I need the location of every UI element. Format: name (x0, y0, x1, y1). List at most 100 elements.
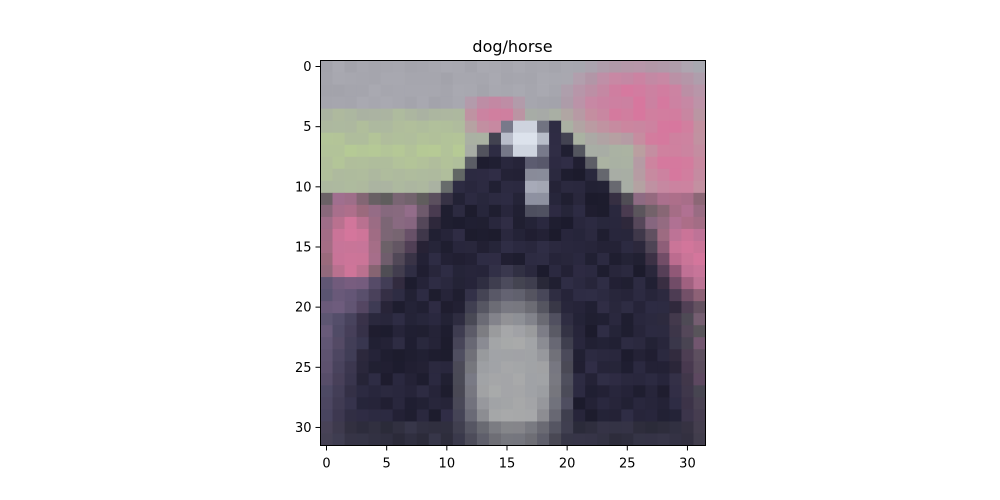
image-pixel (513, 325, 526, 338)
image-pixel (681, 216, 694, 230)
image-pixel (573, 277, 586, 290)
image-pixel (404, 96, 418, 110)
image-pixel (573, 96, 586, 110)
image-pixel (657, 337, 670, 350)
image-pixel (368, 96, 382, 110)
image-pixel (693, 84, 706, 97)
image-pixel (500, 433, 514, 446)
image-pixel (513, 60, 526, 73)
image-pixel (561, 409, 574, 422)
image-pixel (621, 313, 634, 326)
image-pixel (392, 433, 406, 446)
image-pixel (573, 289, 586, 302)
image-pixel (549, 265, 562, 278)
image-pixel (609, 168, 622, 182)
image-pixel (320, 240, 333, 254)
image-pixel (561, 349, 574, 362)
image-pixel (416, 216, 430, 230)
image-pixel (585, 349, 598, 362)
image-pixel (561, 192, 574, 206)
image-pixel (693, 216, 706, 230)
image-pixel (561, 180, 574, 194)
image-pixel (657, 240, 670, 254)
image-pixel (320, 409, 333, 422)
image-pixel (392, 180, 406, 194)
image-pixel (428, 168, 442, 182)
x-tick-label: 15 (499, 457, 516, 472)
image-pixel (404, 156, 418, 170)
image-pixel (537, 313, 550, 326)
image-pixel (645, 337, 658, 350)
image-pixel (573, 240, 586, 254)
image-pixel (609, 325, 622, 338)
image-pixel (476, 228, 490, 242)
image-pixel (488, 240, 502, 254)
image-pixel (561, 228, 574, 242)
image-pixel (681, 373, 694, 386)
image-pixel (416, 84, 430, 97)
image-pixel (428, 349, 442, 362)
image-pixel (488, 325, 502, 338)
image-pixel (561, 156, 574, 170)
image-pixel (320, 156, 333, 170)
image-pixel (392, 373, 406, 386)
image-pixel (585, 313, 598, 326)
image-pixel (476, 349, 490, 362)
image-pixel (681, 108, 694, 122)
image-pixel (332, 84, 345, 97)
image-pixel (452, 168, 466, 182)
image-pixel (344, 240, 357, 254)
image-pixel (344, 385, 357, 398)
image-pixel (356, 132, 370, 146)
image-pixel (428, 265, 442, 278)
x-tick-label: 25 (619, 457, 636, 472)
image-pixel (621, 421, 634, 434)
image-pixel (356, 397, 370, 410)
image-pixel (356, 72, 370, 85)
image-pixel (392, 120, 406, 134)
x-tick-label: 0 (322, 457, 330, 472)
image-pixel (693, 265, 706, 278)
image-pixel (633, 373, 646, 386)
image-pixel (621, 216, 634, 230)
image-pixel (537, 120, 550, 134)
image-pixel (525, 433, 538, 446)
image-pixel (621, 240, 634, 254)
image-pixel (549, 228, 562, 242)
image-pixel (681, 385, 694, 398)
image-pixel (561, 301, 574, 314)
image-pixel (404, 192, 418, 206)
image-pixel (549, 204, 562, 218)
image-pixel (597, 72, 610, 85)
image-pixel (669, 361, 682, 374)
image-pixel (344, 96, 357, 110)
image-pixel (416, 337, 430, 350)
image-pixel (500, 409, 514, 422)
image-pixel (464, 60, 478, 73)
image-pixel (500, 240, 514, 254)
image-pixel (609, 277, 622, 290)
image-pixel (585, 433, 598, 446)
image-pixel (693, 180, 706, 194)
image-pixel (344, 108, 357, 122)
image-pixel (537, 240, 550, 254)
image-pixel (356, 144, 370, 158)
image-pixel (488, 289, 502, 302)
image-pixel (513, 301, 526, 314)
image-pixel (452, 120, 466, 134)
image-pixel (657, 84, 670, 97)
image-pixel (513, 349, 526, 362)
image-pixel (669, 325, 682, 338)
image-pixel (669, 385, 682, 398)
image-pixel (657, 60, 670, 73)
image-pixel (428, 156, 442, 170)
image-pixel (537, 385, 550, 398)
image-pixel (392, 313, 406, 326)
image-pixel (476, 385, 490, 398)
image-pixel (537, 168, 550, 182)
image-pixel (525, 192, 538, 206)
image-pixel (633, 192, 646, 206)
image-pixel (525, 277, 538, 290)
y-tick-label: 20 (295, 301, 312, 316)
image-pixel (657, 180, 670, 194)
